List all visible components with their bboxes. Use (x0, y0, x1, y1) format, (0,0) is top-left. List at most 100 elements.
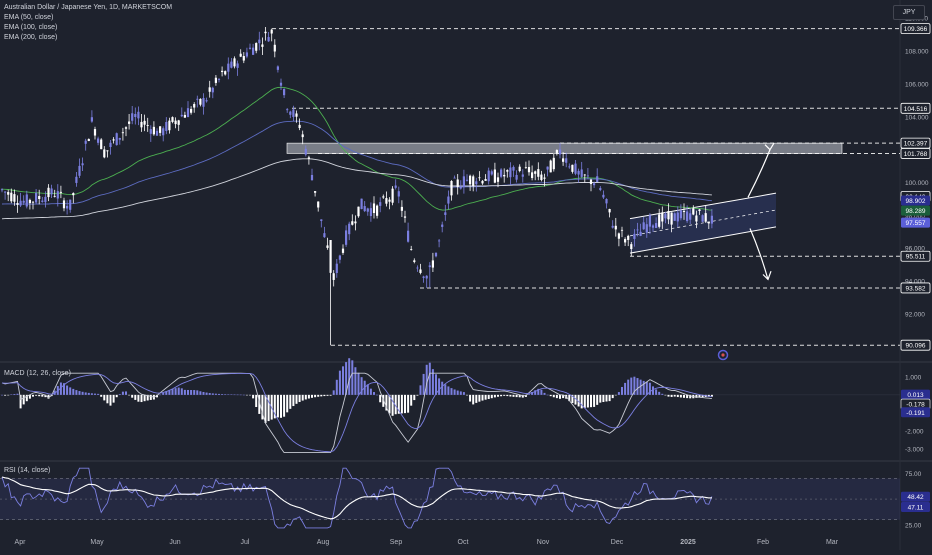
macd-tag-label: 0.013 (907, 392, 924, 399)
macd-hist-bar (397, 394, 400, 414)
rsi-y-tick: 25.00 (905, 522, 922, 529)
arrow-up-head (764, 142, 775, 151)
macd-tag-label: -0.191 (906, 410, 925, 417)
macd-hist-bar (159, 394, 162, 396)
candle-body (391, 188, 394, 203)
candle-body (478, 177, 481, 179)
price-tag-box (901, 205, 930, 216)
rsi-tag-label: 48.42 (907, 494, 924, 501)
candle-body (695, 215, 698, 222)
macd-hist-bar (369, 388, 372, 395)
candle-body (44, 196, 47, 203)
candle-body (59, 191, 62, 193)
macd-hist-bar (444, 384, 447, 395)
macd-hist-bar (559, 394, 561, 399)
macd-hist-bar (667, 394, 670, 397)
candle-body (131, 113, 134, 121)
candle-body (577, 170, 580, 175)
macd-hist-bar (156, 394, 158, 398)
candle-body (310, 174, 314, 181)
macd-hist-bar (187, 389, 189, 395)
macd-hist-bar (583, 394, 586, 408)
candle-body (558, 149, 562, 155)
macd-hist-bar (608, 394, 611, 402)
candle-body (118, 137, 121, 140)
macd-hist-bar (168, 389, 171, 395)
candle-body (270, 29, 273, 34)
candle-body (171, 117, 174, 122)
candle-body (555, 150, 558, 153)
macd-hist-bar (391, 394, 394, 416)
legend-ema-50[interactable]: EMA (50, close) (4, 14, 54, 21)
macd-hist-bar (503, 394, 506, 396)
candle-body (552, 157, 555, 170)
macd-hist-bar (546, 394, 549, 396)
candle-body (658, 214, 661, 227)
macd-hist-bar (376, 394, 379, 396)
candle-body (434, 252, 438, 257)
macd-hist-bar (540, 389, 543, 395)
dot-icon-center (721, 353, 725, 357)
macd-hist-bar (438, 378, 441, 395)
macd-hist-bar (373, 392, 375, 395)
macd-hist-bar (568, 394, 571, 402)
macd-hist-bar (447, 386, 450, 395)
macd-hist-bar (146, 394, 149, 401)
price-tag-label: 97.557 (906, 220, 926, 227)
candle-body (230, 61, 233, 68)
candle-body (459, 186, 462, 189)
candle-body (465, 179, 469, 181)
macd-hist-bar (208, 393, 211, 395)
macd-hist-bar (543, 392, 546, 395)
macd-hist-bar (661, 393, 664, 395)
candle-body (121, 132, 124, 134)
currency-button[interactable]: JPY (893, 5, 925, 20)
macd-hist-bar (648, 382, 651, 395)
candle-body (602, 194, 605, 198)
candle-body (630, 244, 633, 250)
candle-body (416, 267, 419, 269)
macd-hist-bar (552, 394, 555, 398)
rsi-value-tag: 47.11 (901, 502, 930, 513)
macd-hist-bar (128, 394, 131, 396)
macd-hist-bar (109, 394, 112, 406)
candle-body (428, 265, 431, 268)
macd-hist-bar (686, 394, 689, 399)
candle-body (493, 169, 496, 183)
candle-body (431, 260, 434, 268)
macd-hist-bar (683, 394, 685, 398)
candle-body (462, 176, 465, 188)
y-axis-tick: 98.000 (905, 213, 925, 220)
candle-body (128, 121, 131, 124)
macd-hist-bar (38, 394, 41, 397)
legend-ema-200[interactable]: EMA (200, close) (4, 34, 58, 41)
candle-body (382, 196, 385, 198)
macd-pane-label[interactable]: MACD (12, 26, close) (4, 370, 71, 377)
macd-hist-bar (267, 394, 270, 422)
macd-line (1, 372, 712, 454)
macd-hist-bar (518, 394, 521, 398)
macd-hist-bar (44, 394, 47, 398)
candle-body (109, 142, 112, 148)
macd-hist-bar (701, 394, 704, 398)
candle-body (655, 223, 658, 228)
resistance-zone (286, 142, 843, 154)
price-tag: 101.768 (900, 148, 931, 159)
price-tag-box (901, 217, 930, 228)
macd-hist-bar (593, 394, 596, 407)
macd-hist-bar (435, 374, 437, 395)
candle-body (87, 139, 90, 141)
macd-hist-bar (695, 394, 698, 398)
candle-body (379, 202, 382, 206)
rsi-pane-label[interactable]: RSI (14, close) (4, 467, 51, 474)
macd-hist-bar (227, 394, 230, 395)
macd-hist-bar (121, 391, 124, 395)
candle-body (317, 201, 320, 208)
candle-body (301, 134, 304, 138)
candle-body (400, 206, 403, 211)
legend-ema-100[interactable]: EMA (100, close) (4, 24, 58, 31)
macd-hist-bar (16, 393, 19, 395)
candle-body (546, 166, 549, 170)
